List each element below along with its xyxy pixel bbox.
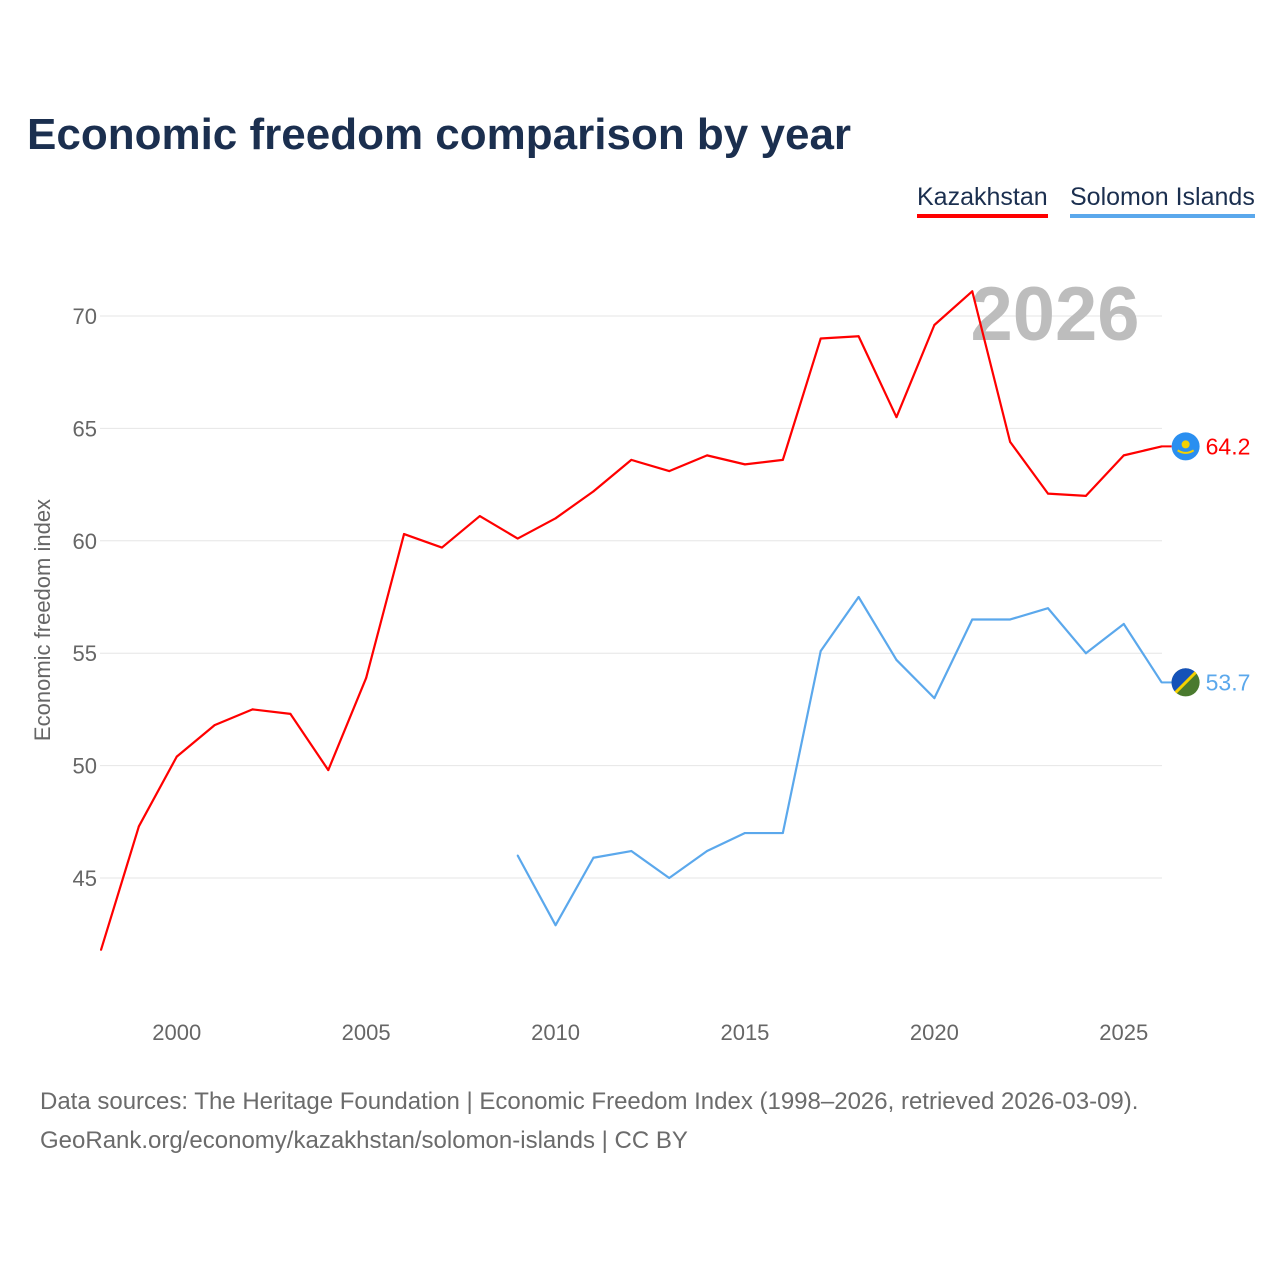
data-point — [1009, 440, 1012, 443]
data-point — [327, 769, 330, 772]
data-point — [100, 948, 102, 951]
x-tick-label: 2015 — [720, 1020, 769, 1045]
data-point — [706, 454, 709, 457]
data-point — [1122, 622, 1125, 625]
data-point — [1122, 454, 1125, 457]
data-point — [554, 517, 557, 520]
y-tick-label: 60 — [73, 529, 97, 554]
data-point — [781, 458, 784, 461]
solomon-islands-flag-icon — [1171, 668, 1200, 697]
kazakhstan-flag-icon — [1171, 432, 1200, 461]
chart-title: Economic freedom comparison by year — [27, 110, 852, 159]
footer-url[interactable]: GeoRank.org/economy/kazakhstan/solomon-i… — [40, 1127, 688, 1154]
x-tick-label: 2010 — [531, 1020, 580, 1045]
legend-kazakhstan[interactable]: Kazakhstan — [917, 183, 1048, 218]
data-point — [895, 658, 898, 661]
data-point — [213, 724, 216, 727]
end-value-label: 64.2 — [1206, 433, 1251, 459]
end-value-label: 53.7 — [1206, 669, 1251, 695]
data-point — [668, 470, 671, 473]
data-point — [1047, 607, 1049, 610]
x-tick-label: 2025 — [1099, 1020, 1148, 1045]
y-axis-label: Economic freedom index — [30, 499, 55, 741]
data-point — [365, 676, 368, 679]
series-line-solomon-islands — [516, 595, 1163, 927]
x-tick-label: 2000 — [152, 1020, 201, 1045]
legend-solomon-islands[interactable]: Solomon Islands — [1070, 183, 1255, 218]
data-point — [478, 515, 481, 518]
y-tick-label: 70 — [73, 304, 97, 329]
data-point — [668, 877, 671, 879]
data-point — [554, 924, 557, 927]
data-point — [933, 697, 936, 700]
data-point — [819, 337, 822, 340]
data-point — [630, 458, 633, 461]
data-point — [1009, 618, 1012, 621]
year-watermark: 2026 — [970, 272, 1139, 357]
data-point — [440, 546, 443, 549]
data-point — [630, 850, 633, 853]
data-point — [251, 708, 254, 711]
data-point — [516, 854, 519, 857]
y-tick-label: 55 — [73, 641, 97, 666]
data-point — [1047, 492, 1049, 495]
data-point — [1084, 652, 1087, 655]
data-point — [1084, 494, 1087, 497]
footer-sources: Data sources: The Heritage Foundation | … — [40, 1088, 1139, 1115]
data-point — [516, 537, 519, 540]
data-point — [971, 290, 974, 293]
data-point — [743, 832, 746, 835]
data-point — [592, 490, 595, 493]
data-point — [289, 712, 292, 715]
data-point — [706, 850, 709, 853]
data-point — [592, 856, 595, 859]
data-point — [819, 649, 822, 652]
data-point — [175, 755, 178, 758]
y-tick-label: 65 — [73, 416, 97, 441]
x-tick-label: 2005 — [342, 1020, 391, 1045]
y-tick-label: 45 — [73, 866, 97, 891]
data-point — [895, 416, 898, 419]
data-point — [857, 335, 860, 338]
data-point — [857, 596, 860, 598]
data-point — [137, 825, 140, 828]
data-point — [743, 463, 746, 466]
x-tick-label: 2020 — [910, 1020, 959, 1045]
data-point — [971, 618, 974, 621]
data-point — [933, 323, 936, 326]
data-point — [403, 533, 406, 536]
y-tick-label: 50 — [73, 754, 97, 779]
data-point — [781, 832, 784, 835]
